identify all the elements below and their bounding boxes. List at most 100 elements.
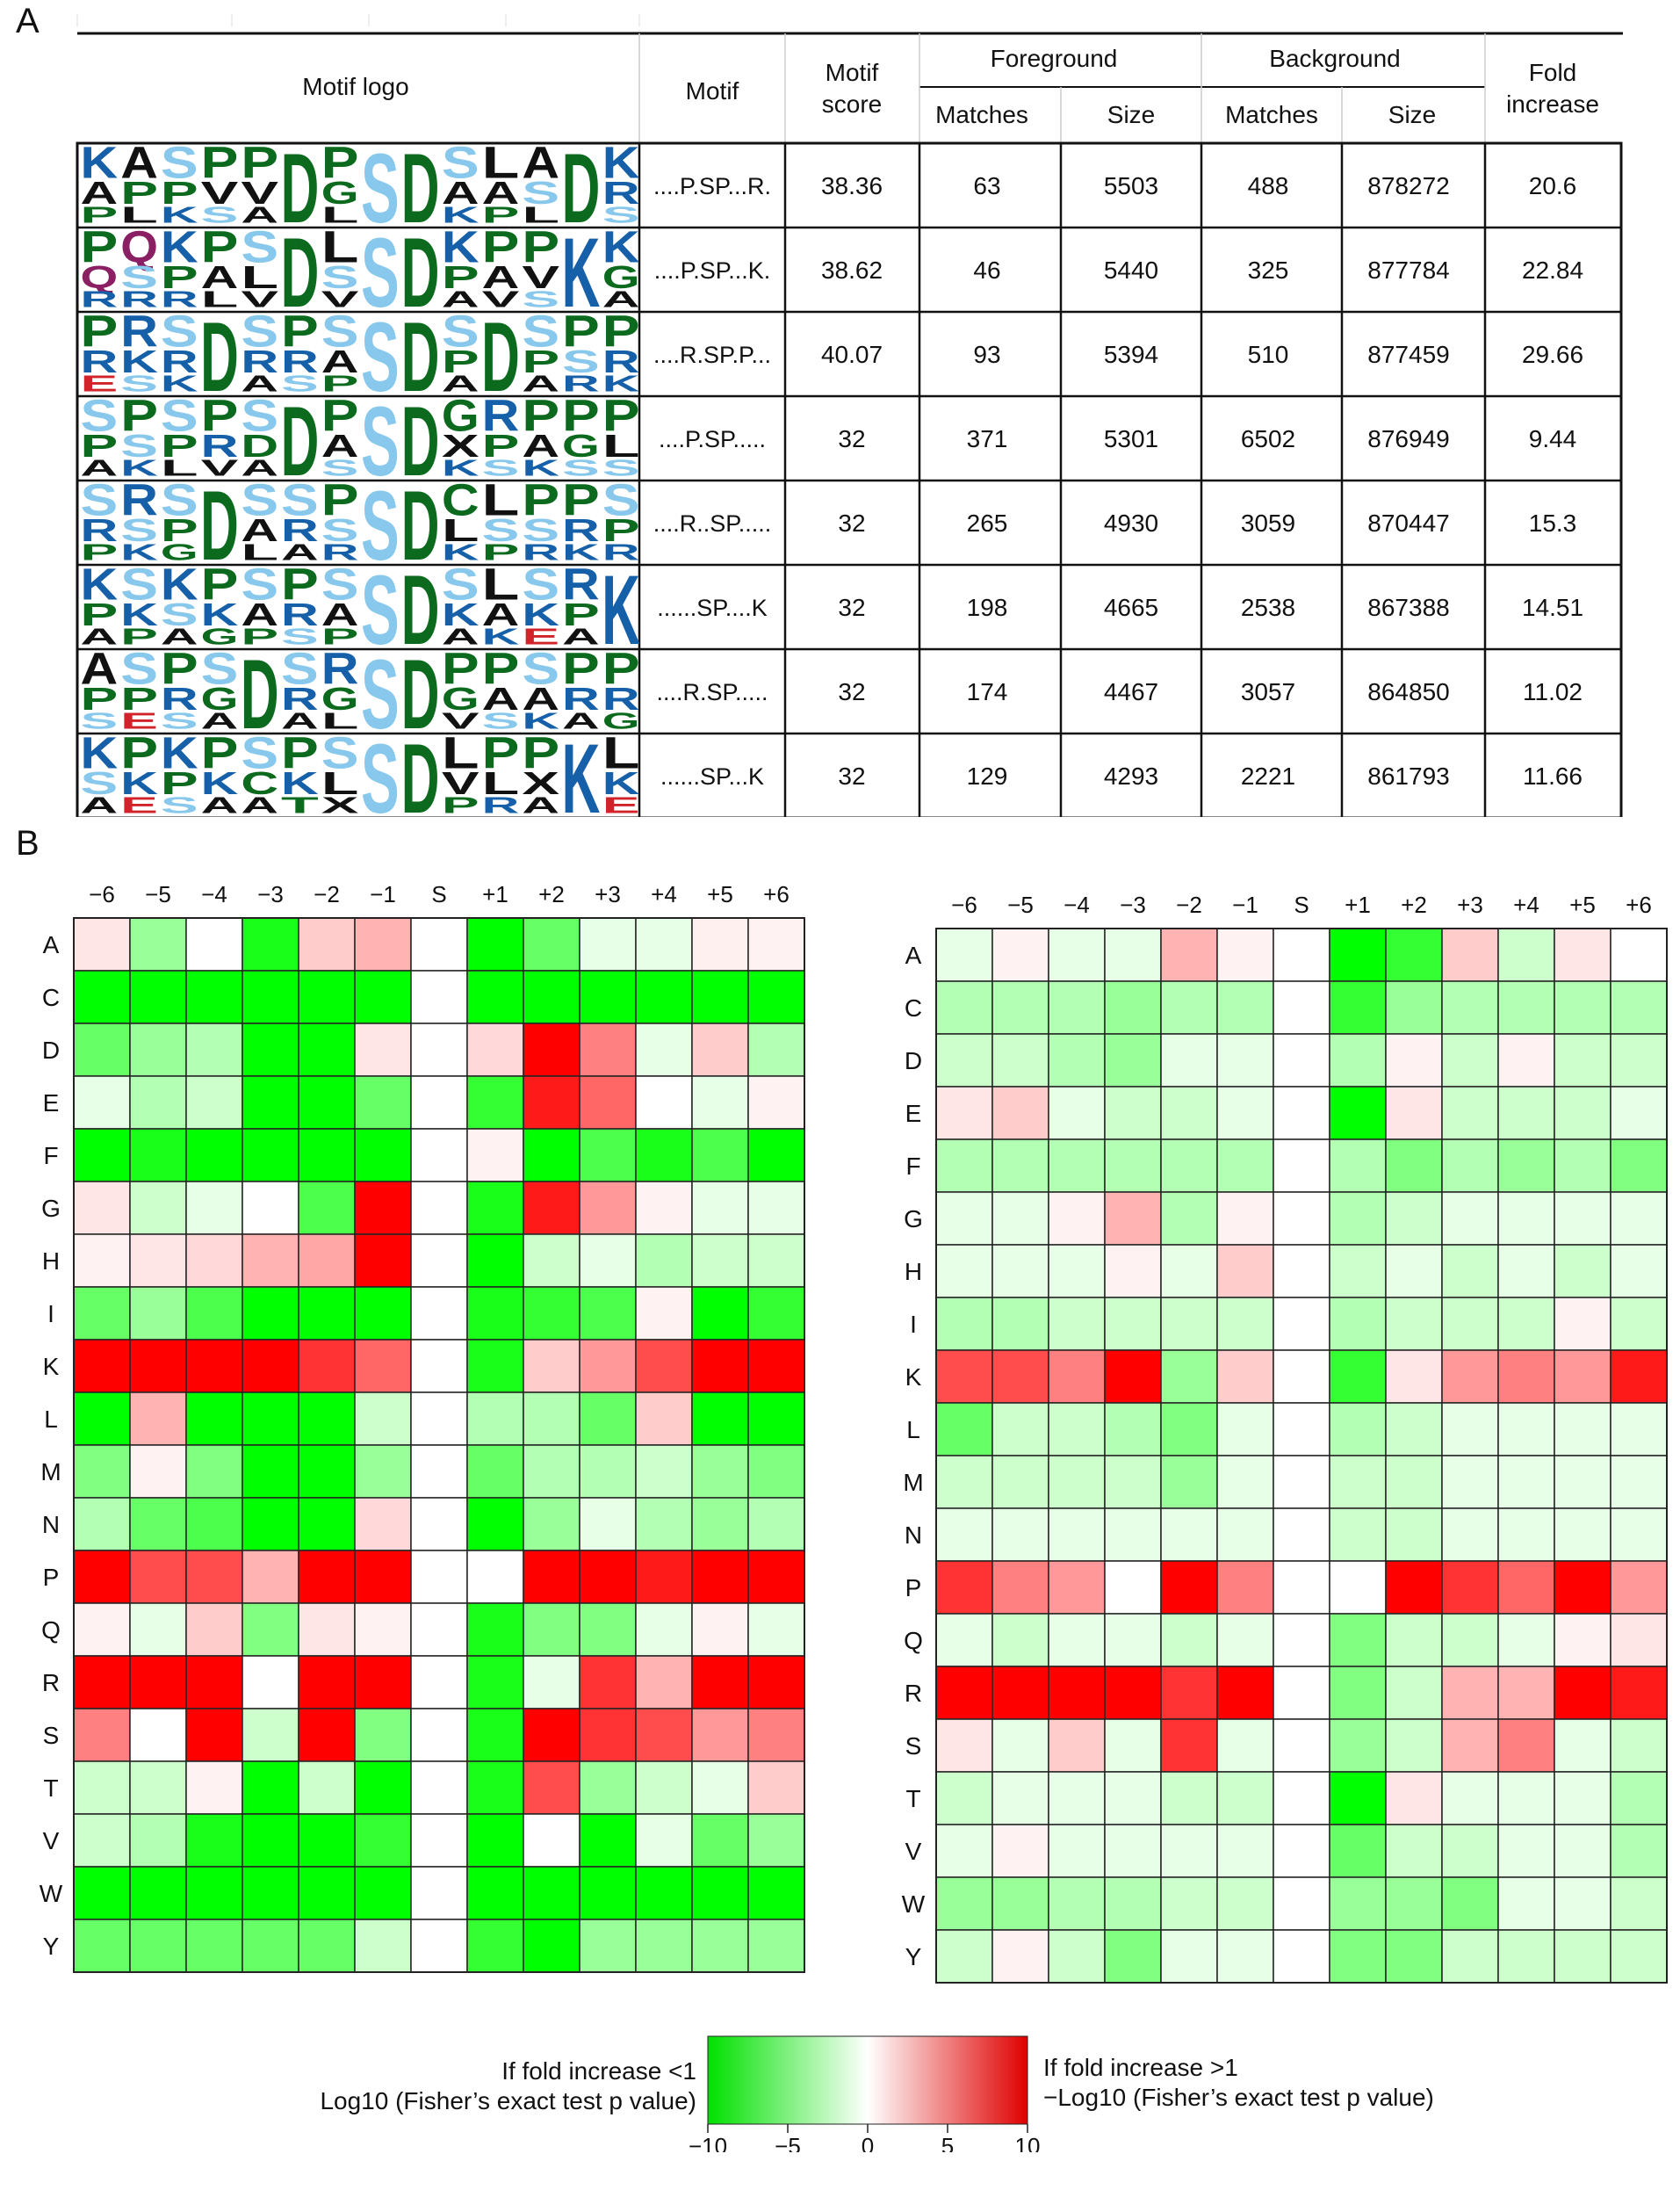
logo-letter: P [482,221,520,271]
heatmap-cell [1104,928,1162,982]
heatmap-cell [635,1128,693,1182]
heatmap-cell [1610,1349,1668,1404]
heatmap-cell [935,1876,993,1931]
logo-letter: K [602,555,640,665]
heatmap-cell [1216,1876,1274,1931]
heatmap-cell [73,1444,131,1499]
colorbar-tick-label: 10 [1015,2133,1041,2152]
heatmap-cell [991,1876,1049,1931]
heatmap-cell [579,1655,637,1709]
heatmap-row-label: K [43,1353,60,1380]
logo-letter: A [321,596,359,632]
heatmap-cell [129,917,187,972]
heatmap-cell [185,1708,243,1762]
heatmap-cell [1497,1718,1555,1773]
heatmap-cell [579,1866,637,1920]
fg-size: 5440 [1104,257,1158,284]
heatmap-cell [354,970,412,1024]
logo-letter: K [120,596,158,632]
heatmap-cell [1385,1033,1443,1088]
logo-letter: L [321,221,359,271]
logo-letter: S [522,643,559,693]
heatmap-cell [1273,1507,1330,1562]
logo-letter: P [120,727,158,777]
logo-letter: D [401,387,440,496]
heatmap-cell [242,1181,299,1235]
heatmap-cell [523,1708,580,1762]
heatmap-cell [129,1550,187,1604]
heatmap-cell [73,1075,131,1130]
heatmap-row-label: Q [904,1627,923,1654]
heatmap-cell [1554,1718,1612,1773]
header-motif-logo: Motif logo [302,73,408,100]
heatmap-cell [185,1813,243,1868]
heatmap-cell [466,1813,524,1868]
heatmap-column-label: +5 [707,881,733,907]
fold-increase: 22.84 [1522,257,1583,284]
heatmap-cell [1610,1507,1668,1562]
logo-letter: S [81,765,119,801]
heatmap-cell [935,1244,993,1298]
logo-letter: P [482,203,520,228]
logo-letter: S [241,390,278,440]
logo-letter: P [562,643,600,693]
bg-size: 867388 [1367,594,1449,621]
logo-letter: A [482,681,520,717]
logo-letter: K [522,596,559,632]
logo-letter: G [201,625,239,649]
heatmap-cell [635,1919,693,1973]
logo-letter: P [482,727,520,777]
header-score-line1: Motif [826,59,879,86]
heatmap-column-label: +5 [1569,892,1596,918]
heatmap-cell [523,1655,580,1709]
heatmap-cell [1554,1507,1612,1562]
heatmap-column-label: S [1294,892,1309,918]
logo-letter: S [482,456,520,481]
heatmap-cell [935,1297,993,1351]
heatmap-cell [747,1339,805,1393]
heatmap-cell [1104,1033,1162,1088]
heatmap-cell [73,1760,131,1815]
heatmap-cell [1216,1191,1274,1246]
logo-letter: D [281,134,320,243]
heatmap-cell [523,1391,580,1446]
heatmap-cell [1216,980,1274,1035]
heatmap-cell [1048,1718,1106,1773]
heatmap-cell [410,1655,468,1709]
heatmap-cell [1554,1560,1612,1615]
heatmap-cell [410,970,468,1024]
fg-size: 4467 [1104,678,1158,705]
heatmap-cell [1216,1033,1274,1088]
header-fold-line2: increase [1506,90,1599,118]
heatmap-cell [410,917,468,972]
heatmap-cell [410,1866,468,1920]
header-fold-line1: Fold [1529,59,1576,86]
colorbar: −10 −5 0 5 10 [689,2035,1041,2152]
logo-letter: R [281,343,319,379]
heatmap-cell [1554,1929,1612,1984]
logo-letter: P [562,390,600,440]
heatmap-cell [73,1708,131,1762]
heatmap-cell [466,1919,524,1973]
logo-letter: K [120,765,158,801]
heatmap-cell [1554,1455,1612,1509]
logo-letter: S [602,203,640,228]
heatmap-cell [242,917,299,972]
heatmap-cell [1497,1507,1555,1562]
heatmap-cell [1273,1876,1330,1931]
logo-letter: G [321,681,359,717]
heatmap-cell [1385,1402,1443,1456]
heatmap-cell [129,1497,187,1551]
heatmap-cell [185,1602,243,1657]
fold-increase: 11.02 [1523,678,1583,705]
logo-letter: K [201,596,239,632]
heatmap-cell [1273,1560,1330,1615]
heatmap-cell [747,1866,805,1920]
heatmap-cell [635,1760,693,1815]
heatmap-cell [1048,928,1106,982]
heatmap-cell [1497,1666,1555,1720]
logo-letter: P [81,221,119,271]
heatmap-cell [1497,1560,1555,1615]
heatmap-cell [1048,1771,1106,1825]
